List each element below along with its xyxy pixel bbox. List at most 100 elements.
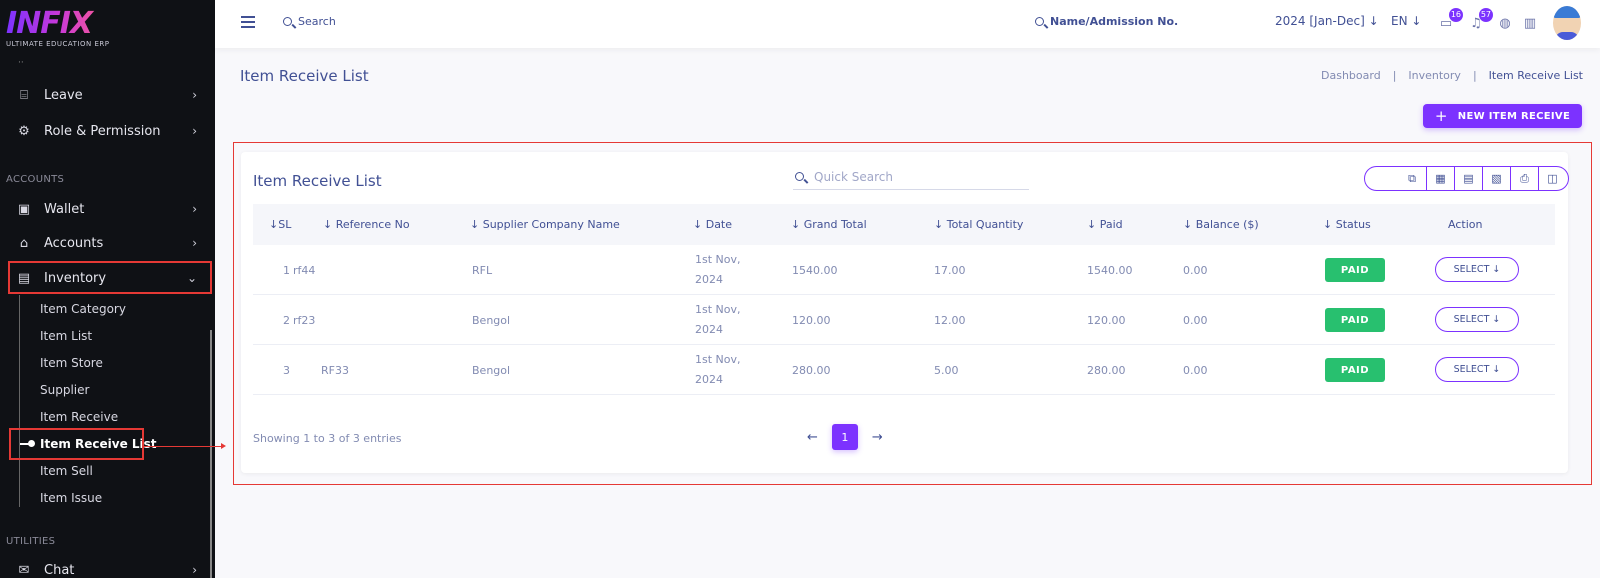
sidebar-item-label: Inventory [44,270,107,286]
select-label: SELECT [1453,264,1490,275]
col-supplier[interactable]: ↓ Supplier Company Name [470,218,620,231]
submenu-item-category[interactable]: Item Category [40,302,126,316]
new-item-receive-button[interactable]: + NEW ITEM RECEIVE [1423,104,1582,128]
quick-search-input[interactable]: Quick Search [793,164,1029,190]
logo-tagline: ULTIMATE EDUCATION ERP [6,40,110,48]
cell-sl: 2 [283,314,290,327]
select-action-button[interactable]: SELECT ↓ [1435,307,1519,332]
global-search-label: Search [298,15,336,28]
col-reference[interactable]: ↓ Reference No [323,218,410,231]
cell-reference: RF33 [321,364,349,377]
scroll-indicator-icon: ⋅⋅ [18,58,24,68]
entries-info: Showing 1 to 3 of 3 entries [253,432,402,445]
breadcrumb-separator: | [1472,69,1477,82]
cell-reference: rf23 [293,314,316,327]
table-row: 1 rf44 RFL 1st Nov, 2024 1540.00 17.00 1… [253,245,1555,295]
cell-paid: 1540.00 [1087,264,1133,277]
breadcrumb-dashboard[interactable]: Dashboard [1321,69,1381,82]
chart-icon[interactable]: ▥ [1523,15,1537,31]
card-title: Item Receive List [253,172,382,190]
sidebar-item-role-permission[interactable]: ⚙ Role & Permission › [0,114,215,148]
global-search[interactable]: Search [283,15,336,28]
copy-icon[interactable]: ⧉ [1408,171,1416,185]
student-search[interactable]: Name/Admission No. [1035,15,1178,28]
message-icon[interactable]: ▭ 16 [1439,8,1463,31]
col-balance[interactable]: ↓ Balance ($) [1183,218,1259,231]
hamburger-menu-icon[interactable] [241,16,255,31]
notification-badge: 57 [1478,8,1493,22]
chevron-right-icon: › [192,202,197,216]
sidebar-item-wallet[interactable]: ▣ Wallet › [0,192,215,226]
select-label: SELECT [1453,314,1490,325]
table-row: 2 rf23 Bengol 1st Nov, 2024 120.00 12.00… [253,295,1555,345]
cell-quantity: 12.00 [934,314,966,327]
bell-icon[interactable]: ♫ 57 [1470,8,1493,31]
pdf-icon[interactable]: ▧ [1482,167,1510,190]
submenu-supplier[interactable]: Supplier [40,383,90,397]
search-icon [795,172,804,181]
plus-icon: + [1434,107,1448,125]
cell-grand-total: 1540.00 [792,264,838,277]
col-sl[interactable]: ↓SL [269,218,292,231]
language-select[interactable]: EN ↓ [1391,14,1421,28]
select-action-button[interactable]: SELECT ↓ [1435,357,1519,382]
page-button[interactable]: 1 [831,424,858,450]
prev-page-icon[interactable]: ← [807,429,818,445]
submenu-item-store[interactable]: Item Store [40,356,103,370]
cell-grand-total: 280.00 [792,364,831,377]
academic-year-select[interactable]: 2024 [Jan-Dec] ↓ [1275,14,1379,28]
col-paid[interactable]: ↓ Paid [1087,218,1123,231]
avatar[interactable] [1553,6,1581,40]
col-date[interactable]: ↓ Date [693,218,733,231]
csv-icon[interactable]: ▤ [1454,167,1482,190]
cell-supplier: Bengol [472,314,511,327]
submenu-item-sell[interactable]: Item Sell [40,464,93,478]
submenu-item-list[interactable]: Item List [40,329,93,343]
breadcrumb: Dashboard | Inventory | Item Receive Lis… [1321,69,1583,82]
wallet-icon: ▣ [17,201,31,217]
col-grand-total[interactable]: ↓ Grand Total [791,218,867,231]
cell-paid: 280.00 [1087,364,1126,377]
sidebar-item-inventory[interactable]: ▤ Inventory ⌄ [0,261,215,295]
next-page-icon[interactable]: → [871,429,883,445]
item-receive-card: Item Receive List Quick Search ⧉ ▦ ▤ ▧ ⎙… [241,152,1569,473]
leave-icon: ⌸ [20,87,28,103]
search-icon [1035,17,1044,26]
col-quantity[interactable]: ↓ Total Quantity [934,218,1024,231]
cell-supplier: Bengol [472,364,511,377]
logo[interactable]: INFIX ULTIMATE EDUCATION ERP [6,8,110,49]
arrow-down-icon: ↓ [1492,364,1501,375]
submenu-item-issue[interactable]: Item Issue [40,491,103,505]
chevron-right-icon: › [192,563,197,577]
chevron-right-icon: › [192,88,197,102]
role-icon: ⚙ [18,123,30,139]
col-status[interactable]: ↓ Status [1323,218,1371,231]
excel-icon[interactable]: ▦ [1426,167,1454,190]
print-icon[interactable]: ⎙ [1510,167,1538,190]
columns-icon[interactable]: ◫ [1538,167,1566,190]
submenu-item-receive[interactable]: Item Receive [40,410,119,424]
cell-date: 1st Nov, 2024 [695,303,741,336]
arrow-down-icon: ↓ [1411,14,1422,28]
submenu-item-receive-list[interactable]: Item Receive List [40,437,157,451]
cell-sl: 3 [283,364,290,377]
sidebar-scrollbar[interactable] [210,330,212,578]
message-badge: 16 [1448,8,1463,22]
sidebar-item-accounts[interactable]: ⌂ Accounts › [0,226,215,260]
cell-balance: 0.00 [1183,364,1208,377]
globe-icon[interactable]: ◍ [1499,15,1511,31]
export-toolbar: ⧉ ▦ ▤ ▧ ⎙ ◫ [1364,166,1569,191]
sidebar-item-leave[interactable]: ⌸ Leave › [0,78,215,112]
annotation-arrow [144,443,226,449]
page-title: Item Receive List [240,67,369,85]
breadcrumb-inventory[interactable]: Inventory [1408,69,1461,82]
cell-sl: 1 [283,264,290,277]
select-label: SELECT [1453,364,1490,375]
cell-date: 1st Nov, 2024 [695,253,741,286]
cell-grand-total: 120.00 [792,314,831,327]
highlight-item-receive-list [9,428,144,460]
status-badge: PAID [1325,258,1385,282]
sidebar-item-chat[interactable]: ✉ Chat › [0,553,215,578]
select-action-button[interactable]: SELECT ↓ [1435,257,1519,282]
sidebar-item-label: Role & Permission [44,123,161,139]
